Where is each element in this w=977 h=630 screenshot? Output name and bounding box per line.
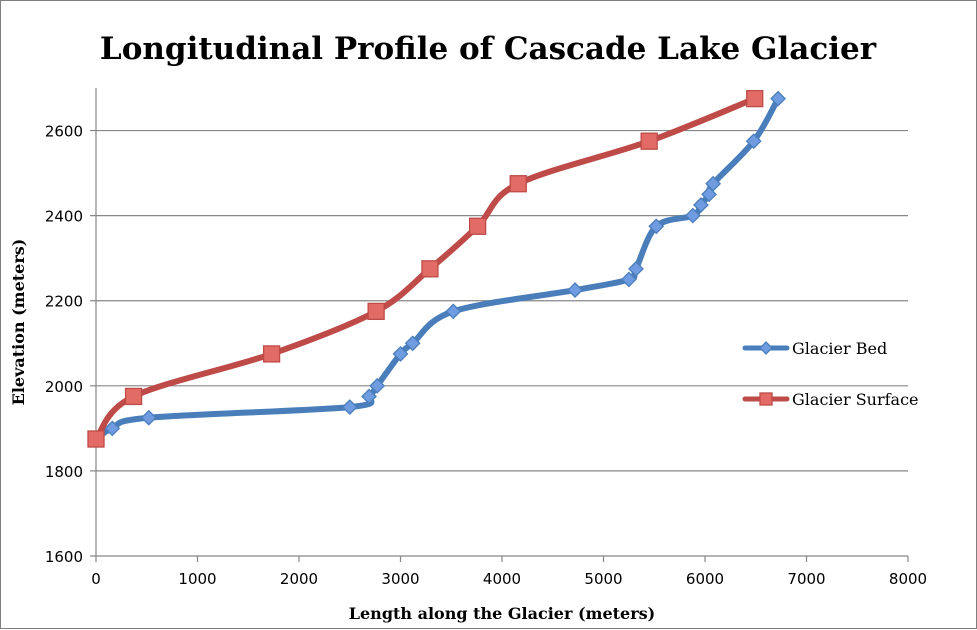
legend: Glacier Bed Glacier Surface bbox=[742, 339, 919, 409]
data-point-glacier-bed bbox=[705, 175, 722, 192]
chart-title: Longitudinal Profile of Cascade Lake Gla… bbox=[100, 31, 877, 67]
data-point-glacier-bed bbox=[693, 197, 709, 213]
x-axis-title: Length along the Glacier (meters) bbox=[349, 604, 656, 623]
y-tick-label: 2600 bbox=[45, 123, 83, 141]
y-tick-label: 1800 bbox=[45, 463, 83, 481]
data-point-glacier-bed bbox=[567, 282, 583, 299]
data-point-glacier-bed bbox=[140, 409, 157, 426]
legend-label-glacier-bed: Glacier Bed bbox=[792, 339, 887, 358]
legend-label-glacier-surface: Glacier Surface bbox=[792, 390, 919, 409]
data-point-glacier-bed bbox=[361, 388, 377, 405]
y-tick-label: 2000 bbox=[45, 378, 83, 396]
axes bbox=[95, 88, 908, 557]
data-point-glacier-surface bbox=[421, 260, 439, 278]
data-point-glacier-surface bbox=[640, 132, 658, 150]
x-tick-label: 2000 bbox=[280, 570, 318, 588]
data-point-glacier-bed bbox=[104, 420, 121, 437]
data-point-glacier-bed bbox=[392, 345, 409, 362]
data-point-glacier-surface bbox=[746, 89, 764, 108]
data-point-glacier-bed bbox=[620, 271, 637, 288]
legend-item-glacier-surface: Glacier Surface bbox=[742, 390, 919, 409]
x-tick-label: 3000 bbox=[381, 570, 419, 588]
y-tick-label: 2200 bbox=[45, 293, 83, 311]
data-point-glacier-bed bbox=[770, 90, 786, 107]
data-point-glacier-bed bbox=[684, 207, 701, 224]
legend-marker-glacier-bed bbox=[759, 341, 773, 355]
data-point-glacier-bed bbox=[369, 377, 386, 394]
data-point-glacier-bed bbox=[628, 260, 644, 277]
data-point-glacier-surface bbox=[124, 387, 143, 406]
data-point-glacier-bed bbox=[404, 335, 421, 352]
x-tick-label: 5000 bbox=[584, 570, 622, 588]
legend-item-glacier-bed: Glacier Bed bbox=[742, 339, 887, 358]
x-tick-label: 0 bbox=[91, 570, 101, 588]
y-tick-label: 1600 bbox=[45, 548, 83, 566]
data-point-glacier-surface bbox=[367, 302, 385, 321]
x-tick-label: 8000 bbox=[889, 570, 927, 588]
data-point-glacier-bed bbox=[648, 218, 665, 235]
series-glacier-surface bbox=[87, 89, 764, 448]
data-point-glacier-bed bbox=[341, 399, 358, 416]
y-axis-title: Elevation (meters) bbox=[9, 239, 28, 406]
data-point-glacier-surface bbox=[87, 430, 105, 448]
data-point-glacier-surface bbox=[262, 345, 281, 363]
x-tick-label: 6000 bbox=[686, 570, 724, 588]
y-axis-ticks: 1600 1800 2000 2200 2400 2600 bbox=[45, 123, 96, 566]
data-point-glacier-bed bbox=[445, 303, 462, 320]
series-layer bbox=[87, 89, 786, 448]
x-tick-label: 7000 bbox=[787, 570, 825, 588]
x-tick-label: 1000 bbox=[178, 570, 216, 588]
data-point-glacier-bed bbox=[745, 133, 762, 150]
y-tick-label: 2400 bbox=[45, 208, 83, 226]
legend-marker-glacier-surface bbox=[759, 392, 773, 406]
x-tick-label: 4000 bbox=[483, 570, 521, 588]
data-point-glacier-surface bbox=[509, 175, 527, 193]
x-axis-ticks: 0 1000 2000 3000 4000 5000 6000 7000 8000 bbox=[91, 556, 927, 588]
data-point-glacier-surface bbox=[468, 217, 487, 235]
